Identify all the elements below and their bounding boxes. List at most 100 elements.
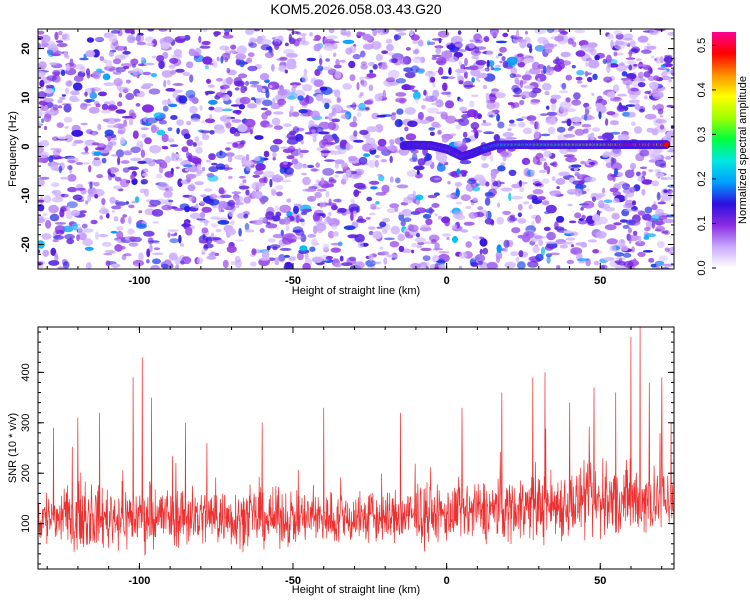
spectrogram-cell <box>475 59 487 66</box>
spectrogram-cell <box>415 207 427 214</box>
spectrogram-cell <box>419 119 430 125</box>
spectrogram-cell <box>58 105 63 109</box>
spectrogram-cell <box>571 116 582 123</box>
spectrogram-cell <box>483 131 495 135</box>
spectrogram-cell <box>280 229 284 236</box>
spectrogram-cell <box>411 243 418 248</box>
spectrogram-cell <box>616 63 628 72</box>
spectrogram-cell <box>655 103 664 112</box>
spectrogram-cell <box>253 29 261 32</box>
spectrogram-cell <box>523 57 535 63</box>
spectrogram-cell <box>389 139 395 146</box>
spectrogram-cell <box>144 137 152 145</box>
spectrogram-cell <box>322 243 330 251</box>
spectrogram-cell <box>566 188 578 195</box>
spectrogram-cell <box>119 178 130 188</box>
spectrogram-cell <box>395 78 406 84</box>
spectrogram-cell <box>505 137 517 140</box>
spectrogram-cell <box>45 84 55 89</box>
spectrogram-cell <box>574 128 585 136</box>
spectrogram-cell <box>566 148 578 153</box>
spectrogram-cell <box>354 233 365 243</box>
spectrogram-cell <box>316 188 327 192</box>
spectrogram-cell <box>449 133 457 137</box>
spectrogram-cell <box>154 211 158 216</box>
spectrogram-cell <box>212 237 221 241</box>
spectrogram-cell <box>256 84 263 93</box>
spectrogram-cell <box>201 251 205 255</box>
spectrogram-cell <box>437 258 446 266</box>
spectrogram-cell <box>85 50 96 58</box>
spectrogram-cell <box>585 57 593 62</box>
spectrogram-cell <box>263 170 275 178</box>
spectrogram-cell <box>368 253 374 262</box>
spectrogram-cell <box>610 156 614 166</box>
spectrogram-cell <box>471 55 480 60</box>
spectrogram-cell <box>297 204 303 210</box>
spectrogram-cell <box>238 185 250 190</box>
spectrogram-cell <box>234 239 244 242</box>
spectrogram-cell <box>428 206 433 215</box>
spectrogram-cell <box>296 163 304 167</box>
spectrogram-cell <box>546 165 551 175</box>
spectrogram-cell <box>633 126 643 134</box>
spectrogram-cell <box>644 227 651 232</box>
spectrogram-frame <box>37 28 675 270</box>
spectrogram-cell <box>650 214 660 222</box>
spectrogram-cell <box>283 160 288 166</box>
spectrogram-cell <box>649 67 653 75</box>
spectrogram-cell <box>664 247 670 252</box>
snr-xlabel: Height of straight line (km) <box>292 584 420 596</box>
spectrogram-cell <box>545 204 557 214</box>
spectrogram-cell <box>349 121 358 128</box>
spectrogram-cell <box>469 258 477 266</box>
spectrogram-cell <box>106 124 119 128</box>
spectrogram-cell <box>103 82 115 86</box>
spectrogram-cell <box>657 67 667 71</box>
spectrogram-cell <box>313 43 322 52</box>
spectrogram-cell <box>60 193 69 198</box>
spectrogram-cell <box>405 234 414 239</box>
spectrogram-cell <box>349 74 356 82</box>
spectrogram-cell <box>428 234 440 242</box>
spectrogram-cell <box>280 146 291 150</box>
spectrogram-cell <box>301 208 313 212</box>
spectrogram-cell <box>53 156 65 159</box>
spectrogram-cell <box>186 121 192 126</box>
spectrogram-cell <box>49 213 60 222</box>
spectrogram-cell <box>130 157 142 162</box>
spectrogram-cell <box>413 165 425 171</box>
spectrogram-cell <box>131 178 138 186</box>
spectrogram-cell <box>205 159 212 163</box>
spectrogram-cell <box>284 261 293 268</box>
spectrogram-cell <box>334 162 339 169</box>
spectrogram-cell <box>645 220 654 229</box>
spectrogram-cell <box>218 200 228 209</box>
spectrogram-cell <box>625 57 636 60</box>
spectrogram-cell <box>635 240 646 247</box>
spectrogram-cell <box>113 118 121 122</box>
spectrogram-cell <box>93 181 100 187</box>
spectrogram-cell <box>38 204 45 212</box>
spectrogram-cell <box>327 35 338 40</box>
spectrogram-cell <box>52 238 59 243</box>
spectrogram-cell <box>143 230 155 237</box>
spectrogram-cell <box>116 226 124 231</box>
spectrogram-cell <box>374 155 380 158</box>
spectrogram-cell <box>266 221 271 225</box>
spectrogram-cell <box>107 141 113 150</box>
spectrogram-cell <box>472 186 481 192</box>
spectrogram-cell <box>50 247 57 256</box>
spectrogram-cell <box>38 145 44 154</box>
spectrogram-cell <box>517 203 523 211</box>
spectrogram-cell <box>283 123 292 128</box>
spectrogram-cell <box>438 66 444 76</box>
spectrogram-cell <box>331 118 341 123</box>
spectrogram-cell <box>165 186 174 189</box>
spectrogram-cell <box>216 92 227 98</box>
spectrogram-cell <box>434 45 444 49</box>
spectrogram-cell <box>652 104 656 111</box>
spectrogram-cell <box>54 31 59 41</box>
spectrogram-cell <box>39 139 50 148</box>
spectrogram-cell <box>502 32 509 38</box>
